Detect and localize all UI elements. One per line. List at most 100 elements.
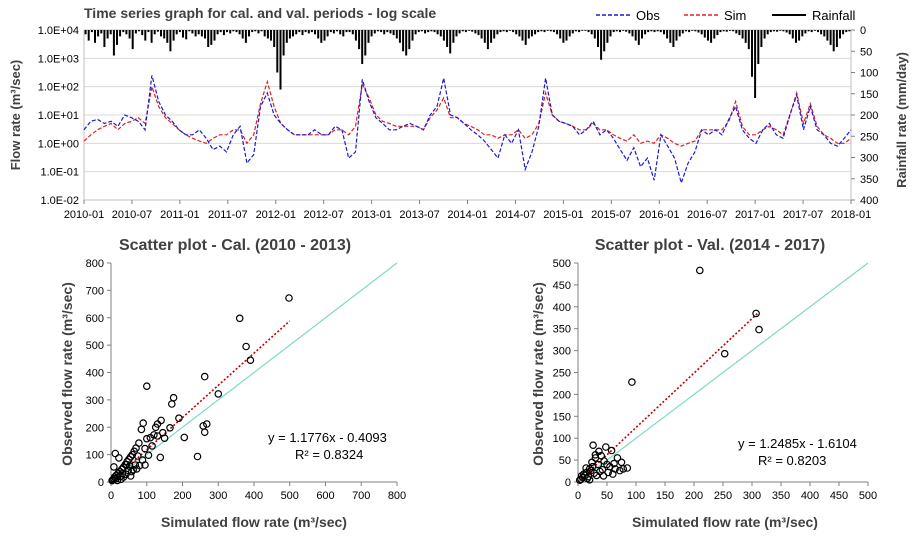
rainfall-bar (232, 30, 235, 32)
rainfall-bar (320, 30, 323, 43)
rainfall-bar (222, 30, 225, 36)
scatter-point (134, 452, 142, 460)
rainfall-bar (521, 30, 524, 41)
rainfall-bar (628, 30, 631, 34)
rainfall-bar (449, 30, 452, 54)
timeseries-xtick-label: 2017-07 (783, 209, 823, 221)
rainfall-bar (848, 30, 851, 32)
rainfall-bar (703, 30, 706, 38)
rainfall-bar (820, 30, 823, 35)
rainfall-bar (125, 30, 128, 35)
rainfall-bar (244, 30, 247, 43)
obs-series-line (83, 75, 852, 185)
rainfall-bar (788, 30, 791, 35)
timeseries-y2tick-label: 50 (860, 46, 872, 58)
rainfall-bar (389, 30, 392, 34)
rainfall-bar (653, 30, 656, 33)
rainfall-bar (622, 30, 625, 31)
scatter-point (214, 390, 223, 398)
rainfall-bar (178, 30, 181, 33)
rainfall-bar (257, 30, 260, 34)
rainfall-bar (813, 30, 816, 31)
timeseries-y2tick-label: 100 (860, 68, 878, 80)
scatter-point (139, 419, 148, 427)
rainfall-bar (483, 30, 486, 43)
rainfall-bars (84, 30, 851, 98)
timeseries-xtick-label: 2011-01 (160, 209, 200, 221)
rainfall-bar (757, 30, 760, 64)
timeseries-y2tick-label: 150 (860, 89, 878, 101)
rainfall-bar (725, 30, 728, 32)
scatter-cal-ylabel: Observed flow rate (m³/sec) (59, 282, 75, 466)
timeseries-ytick-label: 1.0E-02 (40, 195, 79, 207)
rainfall-bar (795, 30, 797, 43)
rainfall-bar (116, 30, 118, 45)
rainfall-bar (738, 30, 741, 36)
scatter-ytick-label: 100 (86, 450, 104, 462)
rainfall-bar (219, 30, 222, 33)
rainfall-bar (395, 30, 398, 39)
rainfall-bar (172, 30, 175, 41)
scatter-ytick-label: 350 (553, 324, 571, 336)
rainfall-bar (477, 30, 480, 36)
scatter-cal-xlabel: Simulated flow rate (m³/sec) (161, 514, 347, 530)
legend-sim-label: Sim (724, 8, 746, 23)
rainfall-bar (779, 30, 782, 31)
scatter-point (285, 294, 293, 302)
rainfall-bar (600, 30, 603, 60)
rainfall-bar (691, 30, 694, 31)
timeseries-y2tick-label: 0 (860, 25, 866, 37)
rainfall-bar (650, 30, 653, 32)
scatter-xtick-label: 400 (801, 490, 819, 502)
rainfall-bar (565, 30, 568, 41)
rainfall-bar (150, 30, 153, 43)
rainfall-bar (270, 30, 272, 41)
rainfall-bar (185, 30, 188, 40)
rainfall-bar (238, 30, 241, 35)
scatter-ytick-label: 0 (565, 477, 571, 489)
rainfall-bar (490, 30, 493, 43)
scatter-point (138, 456, 147, 464)
scatter-point (588, 458, 596, 467)
rainfall-bar (534, 30, 537, 35)
rainfall-bar (776, 30, 779, 32)
rainfall-bar (455, 30, 458, 37)
scatter-ytick-label: 300 (86, 395, 104, 407)
scatter-ytick-label: 200 (86, 422, 104, 434)
scatter-point (601, 443, 610, 451)
rainfall-bar (549, 30, 552, 32)
rainfall-bar (122, 30, 125, 33)
rainfall-bar (90, 30, 93, 33)
rainfall-bar (339, 30, 342, 35)
rainfall-bar (729, 30, 731, 31)
timeseries-y2tick-label: 300 (860, 153, 878, 165)
scatter-xtick-label: 200 (685, 490, 703, 502)
timeseries-y2label: Rainfall rate (mm/day) (894, 52, 909, 188)
rainfall-bar (798, 30, 801, 41)
rainfall-bar (505, 30, 508, 33)
rainfall-bar (175, 30, 178, 35)
scatter-val-xlabel: Simulated flow rate (m³/sec) (632, 514, 818, 530)
rainfall-bar (593, 30, 596, 39)
rainfall-bar (694, 30, 697, 32)
rainfall-bar (578, 30, 581, 33)
rainfall-bar (603, 30, 606, 52)
rainfall-bar (474, 30, 477, 34)
rainfall-bar (842, 30, 845, 35)
rainfall-bar (562, 30, 565, 43)
rainfall-bar (675, 30, 678, 41)
rainfall-bar (574, 30, 577, 32)
timeseries-y2tick-label: 250 (860, 131, 878, 143)
scatter-ytick-label: 700 (86, 285, 104, 297)
rainfall-bar (87, 30, 90, 41)
rainfall-bar (392, 30, 395, 36)
timeseries-ylabel: Flow rate (m³/sec) (8, 60, 23, 171)
scatter-ytick-label: 150 (553, 411, 571, 423)
legend-rainfall-label: Rainfall (812, 8, 855, 23)
rainfall-bar (97, 30, 100, 37)
scatter-point (599, 472, 608, 480)
scatter-ytick-label: 450 (553, 280, 571, 292)
scatter-point (755, 325, 763, 334)
rainfall-bar (823, 30, 826, 37)
rainfall-bar (804, 30, 807, 34)
